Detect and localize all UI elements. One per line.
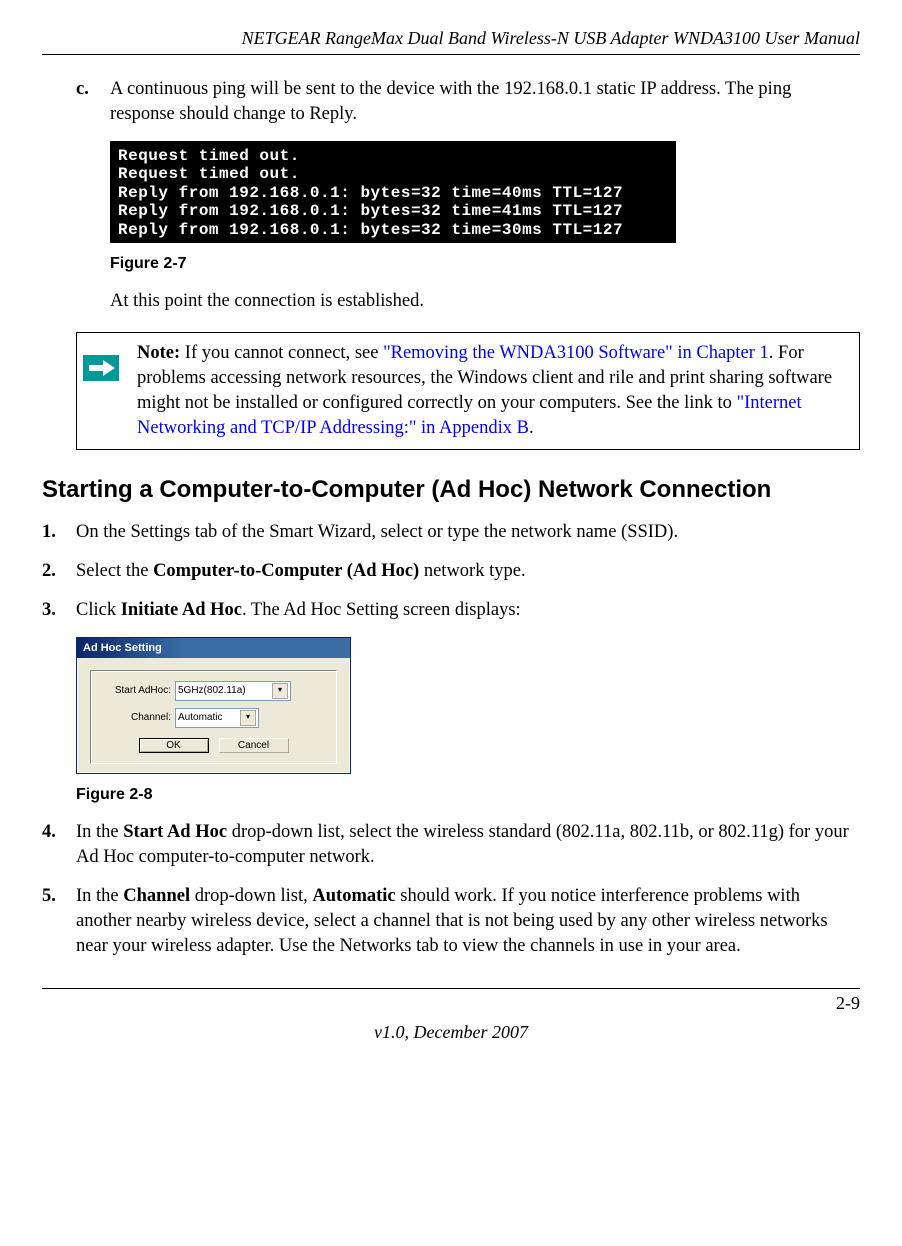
select-value: 5GHz(802.11a): [178, 685, 246, 696]
step-marker: 5.: [42, 884, 56, 909]
select-channel[interactable]: Automatic ▾: [175, 708, 259, 728]
row-channel: Channel: Automatic ▾: [99, 708, 328, 728]
step-text: Click Initiate Ad Hoc. The Ad Hoc Settin…: [76, 600, 521, 620]
step-marker: 1.: [42, 520, 56, 545]
step-1: 1. On the Settings tab of the Smart Wiza…: [42, 520, 860, 545]
page-number: 2-9: [42, 993, 860, 1014]
connection-established-text: At this point the connection is establis…: [110, 289, 860, 314]
chevron-down-icon: ▾: [272, 683, 288, 699]
figure-caption-2-8: Figure 2-8: [76, 786, 860, 804]
header-rule: [42, 54, 860, 55]
note-t3: .: [529, 418, 534, 438]
step-text: A continuous ping will be sent to the de…: [110, 79, 791, 124]
note-box: Note: If you cannot connect, see "Removi…: [76, 332, 860, 450]
step-c: c. A continuous ping will be sent to the…: [76, 77, 860, 127]
step-marker: c.: [76, 77, 89, 102]
dialog-titlebar: Ad Hoc Setting: [77, 638, 350, 658]
footer-rule: [42, 988, 860, 989]
dialog-body: Start AdHoc: 5GHz(802.11a) ▾ Channel: Au…: [77, 658, 350, 773]
footer-version: v1.0, December 2007: [42, 1022, 860, 1043]
step-text: On the Settings tab of the Smart Wizard,…: [76, 522, 678, 542]
running-header: NETGEAR RangeMax Dual Band Wireless-N US…: [42, 28, 860, 49]
chevron-down-icon: ▾: [240, 710, 256, 726]
adhoc-dialog: Ad Hoc Setting Start AdHoc: 5GHz(802.11a…: [76, 637, 351, 774]
note-link-1[interactable]: "Removing the WNDA3100 Software" in Chap…: [383, 343, 769, 363]
step-4: 4. In the Start Ad Hoc drop-down list, s…: [42, 820, 860, 870]
step-3: 3. Click Initiate Ad Hoc. The Ad Hoc Set…: [42, 598, 860, 623]
label-channel: Channel:: [99, 712, 175, 723]
dialog-groupbox: Start AdHoc: 5GHz(802.11a) ▾ Channel: Au…: [90, 670, 337, 764]
ok-button[interactable]: OK: [139, 738, 209, 753]
note-t1: If you cannot connect, see: [180, 343, 383, 363]
step-marker: 4.: [42, 820, 56, 845]
row-start-adhoc: Start AdHoc: 5GHz(802.11a) ▾: [99, 681, 328, 701]
select-start-adhoc[interactable]: 5GHz(802.11a) ▾: [175, 681, 291, 701]
label-start-adhoc: Start AdHoc:: [99, 685, 175, 696]
step-text: In the Start Ad Hoc drop-down list, sele…: [76, 822, 849, 867]
step-text: Select the Computer-to-Computer (Ad Hoc)…: [76, 561, 526, 581]
step-marker: 2.: [42, 559, 56, 584]
figure-caption-2-7: Figure 2-7: [110, 255, 860, 273]
step-5: 5. In the Channel drop-down list, Automa…: [42, 884, 860, 959]
arrow-icon: [83, 355, 119, 381]
dialog-button-row: OK Cancel: [99, 738, 328, 753]
console-output: Request timed out. Request timed out. Re…: [110, 141, 676, 243]
step-2: 2. Select the Computer-to-Computer (Ad H…: [42, 559, 860, 584]
note-label: Note:: [137, 343, 180, 363]
note-text: Note: If you cannot connect, see "Removi…: [133, 333, 859, 449]
note-icon-cell: [77, 333, 133, 381]
step-text: In the Channel drop-down list, Automatic…: [76, 886, 828, 956]
select-value: Automatic: [178, 712, 222, 723]
cancel-button[interactable]: Cancel: [219, 738, 289, 753]
section-heading: Starting a Computer-to-Computer (Ad Hoc)…: [42, 476, 860, 504]
step-marker: 3.: [42, 598, 56, 623]
